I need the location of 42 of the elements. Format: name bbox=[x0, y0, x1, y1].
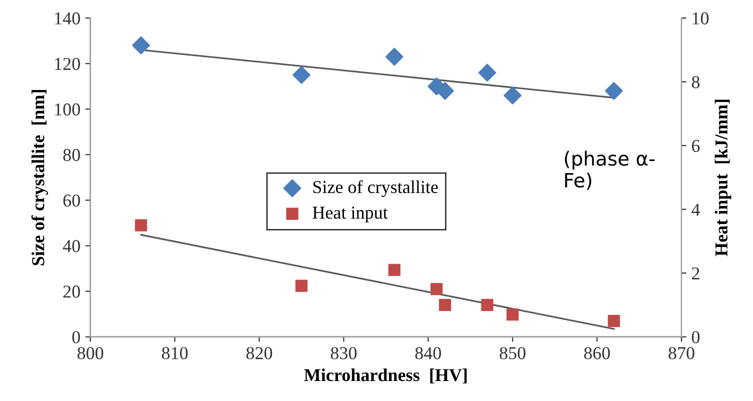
point bbox=[504, 86, 522, 104]
y2-tick-label: 2 bbox=[692, 267, 700, 280]
y-tick-label: 140 bbox=[55, 12, 80, 24]
y2-tick-label: 8 bbox=[692, 76, 700, 88]
x-tick-label: 860 bbox=[584, 347, 610, 360]
point bbox=[292, 66, 310, 84]
y2-tick-label: 10 bbox=[692, 12, 709, 24]
y-tick-label: 40 bbox=[62, 240, 80, 252]
y-tick-label: 80 bbox=[63, 148, 80, 162]
x-tick-label: 820 bbox=[246, 347, 272, 360]
y-tick-label: 60 bbox=[63, 194, 80, 207]
annotation: (phase α- Fe) bbox=[564, 150, 655, 190]
y-tick-label: 100 bbox=[55, 103, 80, 116]
point bbox=[608, 314, 620, 327]
x-tick-label: 800 bbox=[78, 347, 104, 360]
legend-label: Size of crystallite bbox=[313, 180, 438, 197]
point bbox=[430, 282, 443, 296]
point bbox=[385, 48, 404, 66]
x-tick-label: 850 bbox=[500, 347, 526, 360]
x-tick-label: 830 bbox=[330, 347, 357, 360]
point bbox=[132, 36, 150, 54]
y2-tick-label: 4 bbox=[692, 204, 700, 216]
x-axis-title: Microhardness [HV] bbox=[304, 368, 467, 384]
point bbox=[605, 82, 623, 100]
point bbox=[506, 308, 519, 321]
point bbox=[478, 64, 496, 82]
y-tick-label: 20 bbox=[63, 286, 80, 298]
y2-axis-title: Heat input [kJ/mm] bbox=[714, 100, 732, 256]
point bbox=[438, 298, 452, 312]
y-tick-label: 0 bbox=[72, 331, 80, 344]
point bbox=[295, 280, 308, 292]
x-tick-label: 870 bbox=[668, 347, 694, 360]
y2-tick-label: 0 bbox=[692, 331, 700, 344]
legend-label: Heat input bbox=[312, 206, 388, 222]
y2-tick-label: 6 bbox=[692, 140, 700, 152]
x-tick-label: 810 bbox=[162, 347, 188, 360]
y-tick-label: 120 bbox=[55, 58, 80, 70]
y-axis-title: Size of crystallite [nm] bbox=[31, 90, 48, 266]
point bbox=[388, 264, 400, 276]
x-tick-label: 840 bbox=[415, 347, 441, 360]
point bbox=[481, 298, 494, 312]
point bbox=[134, 219, 148, 232]
